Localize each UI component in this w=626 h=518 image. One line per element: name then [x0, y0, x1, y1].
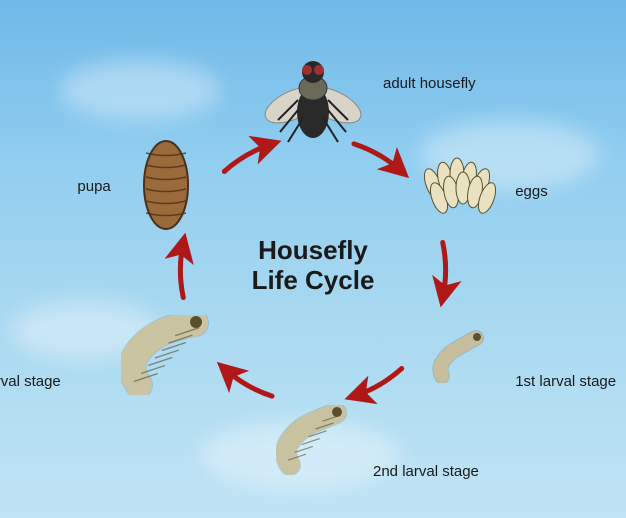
stage-pupa: [136, 135, 196, 240]
cycle-arrow: [443, 242, 446, 297]
stage-eggs: [418, 154, 503, 221]
stage-label-pupa: pupa: [77, 178, 110, 195]
stage-adult: [258, 50, 368, 155]
stage-label-larva2: 2nd larval stage: [373, 463, 479, 480]
stage-label-eggs: eggs: [515, 183, 548, 200]
stage-larva3: [121, 315, 211, 400]
stage-larva1: [430, 328, 490, 388]
stage-label-adult: adult housefly: [383, 75, 476, 92]
stage-label-larva1: 1st larval stage: [515, 373, 616, 390]
stage-larva2: [276, 405, 351, 480]
cycle-arrow: [354, 369, 402, 397]
cycle-arrow: [224, 369, 272, 397]
stage-label-larva3: 3rd larval stage: [0, 373, 61, 390]
cycle-arrow: [180, 242, 183, 297]
